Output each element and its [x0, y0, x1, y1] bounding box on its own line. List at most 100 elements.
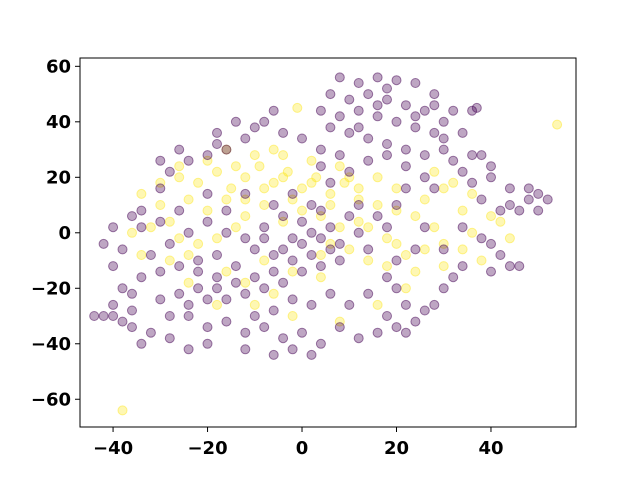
scatter-point	[230, 222, 241, 233]
scatter-point	[315, 211, 326, 222]
scatter-point	[202, 322, 213, 333]
scatter-point	[136, 188, 147, 199]
scatter-point	[164, 333, 175, 344]
scatter-point	[287, 311, 298, 321]
scatter-point	[240, 327, 251, 338]
scatter-point	[297, 327, 307, 338]
scatter-point	[438, 144, 449, 155]
scatter-point	[448, 105, 459, 116]
scatter-point	[98, 238, 109, 249]
scatter-point	[155, 177, 166, 188]
scatter-point	[240, 172, 251, 183]
scatter-point	[334, 72, 345, 83]
scatter-point	[495, 216, 506, 227]
scatter-point	[108, 299, 119, 310]
scatter-point	[429, 222, 440, 233]
scatter-point	[457, 222, 468, 233]
scatter-point	[353, 78, 364, 88]
scatter-point	[353, 194, 364, 205]
scatter-point	[230, 161, 241, 172]
scatter-point	[382, 222, 392, 233]
scatter-point	[202, 294, 213, 305]
x-tick-label: −40	[93, 438, 133, 459]
scatter-point	[155, 216, 166, 227]
scatter-point	[391, 75, 402, 86]
scatter-point	[136, 205, 147, 216]
scatter-point	[325, 288, 336, 299]
scatter-point	[212, 272, 222, 283]
y-tick-label: 0	[58, 223, 71, 244]
scatter-point	[230, 261, 241, 272]
scatter-point	[391, 183, 402, 194]
scatter-point	[202, 205, 213, 216]
scatter-point	[193, 255, 204, 266]
scatter-point	[363, 89, 374, 100]
scatter-point	[372, 111, 383, 122]
scatter-point	[400, 144, 411, 155]
scatter-point	[363, 222, 374, 233]
scatter-point	[127, 288, 137, 299]
scatter-point	[325, 122, 336, 133]
scatter-point	[306, 227, 317, 238]
scatter-point	[212, 233, 222, 244]
scatter-point	[127, 322, 137, 333]
scatter-point	[136, 272, 147, 283]
scatter-point	[315, 161, 326, 172]
scatter-point	[382, 94, 392, 105]
scatter-point	[419, 150, 430, 161]
scatter-point	[278, 211, 289, 222]
scatter-point	[202, 338, 213, 349]
scatter-point	[287, 233, 298, 244]
scatter-point	[391, 200, 402, 210]
scatter-point	[221, 205, 232, 216]
scatter-point	[372, 299, 383, 310]
scatter-point	[145, 222, 156, 233]
scatter-point	[297, 205, 307, 216]
scatter-point	[174, 172, 185, 183]
scatter-point	[372, 100, 383, 111]
scatter-point	[287, 266, 298, 277]
scatter-point	[542, 194, 553, 205]
scatter-point	[400, 161, 411, 172]
scatter-point	[268, 349, 279, 360]
scatter-point	[353, 183, 364, 194]
scatter-point	[410, 211, 421, 222]
scatter-point	[325, 222, 336, 233]
scatter-point	[259, 116, 270, 127]
scatter-point	[221, 294, 232, 305]
y-tick-label: −40	[31, 334, 71, 355]
scatter-point	[108, 311, 119, 321]
scatter-point	[315, 250, 326, 260]
scatter-point	[268, 305, 279, 316]
scatter-point	[372, 211, 383, 222]
scatter-point	[117, 316, 128, 327]
scatter-point	[353, 105, 364, 116]
scatter-point	[429, 89, 440, 100]
scatter-point	[315, 105, 326, 116]
scatter-point	[249, 122, 260, 133]
scatter-point	[306, 250, 317, 260]
scatter-point	[240, 344, 251, 355]
scatter-point	[334, 161, 345, 172]
scatter-point	[155, 294, 166, 305]
scatter-point	[306, 200, 317, 210]
scatter-point	[429, 100, 440, 111]
scatter-point	[259, 322, 270, 333]
scatter-point	[297, 238, 307, 249]
x-tick-label: 0	[296, 438, 309, 459]
scatter-point	[164, 216, 175, 227]
scatter-point	[127, 305, 137, 316]
scatter-point	[306, 155, 317, 166]
scatter-point	[363, 288, 374, 299]
scatter-point	[334, 150, 345, 161]
scatter-point	[372, 327, 383, 338]
scatter-point	[268, 266, 279, 277]
scatter-point	[136, 338, 147, 349]
scatter-point	[486, 161, 496, 172]
scatter-point	[183, 299, 194, 310]
scatter-point	[334, 111, 345, 122]
scatter-point	[382, 83, 392, 94]
scatter-point	[212, 166, 222, 177]
scatter-point	[259, 233, 270, 244]
